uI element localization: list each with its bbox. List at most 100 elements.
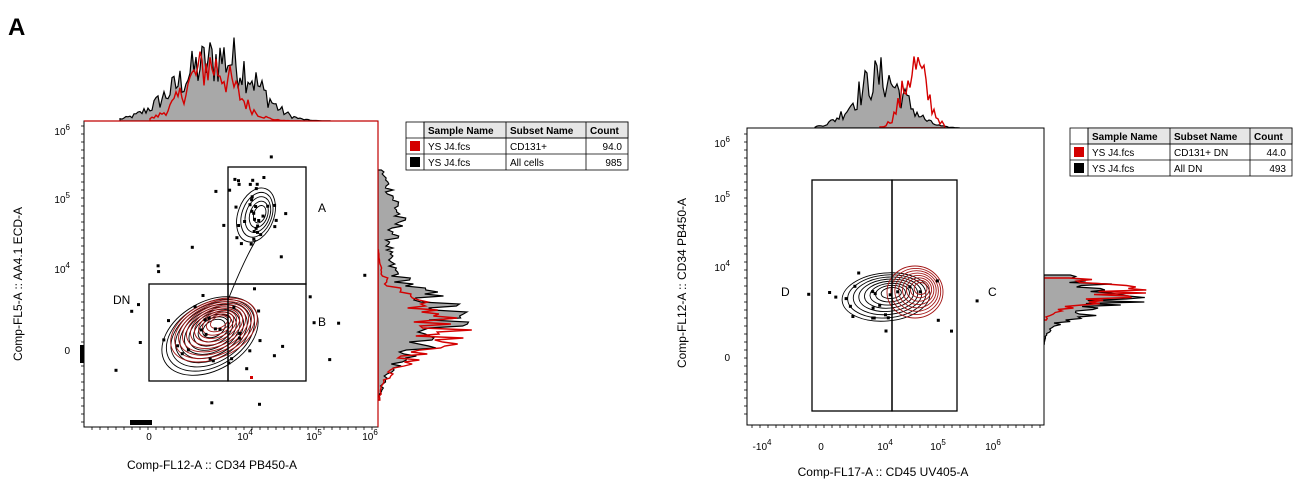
event-dot [258, 339, 262, 343]
event-dot [273, 225, 277, 229]
event-dot [254, 205, 258, 208]
cd131-dn-contour-0 [886, 265, 944, 319]
all-cells-histogram-x-1 [119, 37, 331, 122]
event-dot [238, 331, 242, 335]
event-dot [834, 295, 838, 299]
event-dot [266, 204, 270, 208]
top-histogram-1 [119, 37, 331, 122]
cd131-contour-7 [198, 309, 238, 339]
event-dot [162, 338, 166, 342]
legend-2: Sample Name Subset Name Count YS J4.fcs CD13… [1069, 127, 1293, 177]
event-dot [884, 329, 888, 333]
event-dot [218, 327, 222, 331]
event-dot [176, 344, 180, 348]
event-dot [254, 187, 258, 191]
legend-swatch [410, 141, 420, 151]
event-dot [918, 290, 922, 294]
event-dot [227, 361, 231, 365]
event-dot [281, 344, 285, 348]
y-axis-label-2: Comp-FL12-A :: CD34 PB450-A [675, 198, 689, 368]
event-dot [207, 316, 211, 320]
event-dot [167, 319, 170, 323]
event-dot [237, 179, 240, 183]
event-dot [114, 368, 118, 372]
event-dot [828, 291, 832, 294]
event-dot [245, 367, 249, 371]
event-dot [253, 287, 256, 291]
event-dot [228, 188, 232, 192]
event-dot [237, 336, 241, 340]
legend-header: Sample Name [1092, 132, 1158, 143]
event-dot [237, 224, 241, 227]
legend-count: 44.0 [1267, 148, 1287, 159]
event-dot [130, 309, 134, 313]
tick-label: 106 [714, 135, 730, 150]
event-dot [248, 349, 252, 353]
event-dot [853, 284, 857, 288]
event-dot [234, 205, 238, 209]
tick-label: 0 [818, 442, 824, 453]
event-dot [210, 401, 214, 405]
event-dot [935, 279, 939, 283]
all-cells-contour-upper-1 [240, 191, 274, 238]
event-dot [259, 233, 263, 237]
event-dot [284, 212, 288, 216]
cd131-contour-5 [190, 306, 244, 346]
event-dot [230, 357, 234, 361]
cd131-dn-contour-5 [905, 277, 933, 302]
x-axis-rug [130, 420, 152, 425]
event-dot [256, 230, 259, 234]
legend-header: Count [590, 126, 620, 137]
event-dot [857, 271, 861, 275]
gate-label-C: C [988, 285, 997, 299]
plot-area-1 [83, 120, 379, 428]
tick-label: 105 [714, 190, 730, 205]
legend-swatch [1074, 147, 1084, 157]
event-dot [975, 299, 979, 303]
tick-label: 0 [146, 432, 152, 443]
event-dot [871, 316, 875, 320]
event-dot [252, 237, 256, 241]
cd131-dn-contour-4 [902, 274, 935, 306]
event-dot [308, 295, 312, 299]
event-dot [273, 203, 277, 207]
all-cells-contour-4 [179, 306, 244, 360]
tick-label: 106 [54, 123, 70, 138]
event-dot [157, 270, 161, 274]
cd131-dn-contour-6 [909, 279, 930, 299]
event-dot [936, 318, 940, 322]
right-histogram-2 [1043, 274, 1147, 346]
event-dot [235, 236, 239, 240]
cd131-dn-histogram-x-2 [879, 56, 946, 129]
contours-2 [841, 265, 944, 322]
legend-subset: All cells [510, 158, 544, 169]
event-dot [254, 226, 258, 230]
event-dot [211, 359, 215, 363]
tick-label: 106 [362, 428, 378, 443]
event-dot [248, 203, 252, 207]
event-dot [257, 309, 261, 313]
event-dot [261, 214, 265, 218]
event-dot [156, 264, 160, 268]
cd131-contour-0 [170, 297, 258, 363]
event-dot [807, 292, 811, 296]
event-dot [848, 304, 852, 308]
event-dot [312, 321, 316, 325]
tick-label: 0 [64, 346, 70, 357]
cd131-contour-8 [202, 311, 235, 336]
gate-DN [148, 283, 229, 382]
tick-label: 104 [877, 438, 893, 453]
event-dot [886, 316, 890, 320]
x-axis-label-1: Comp-FL12-A :: CD34 PB450-A [127, 458, 297, 472]
event-dot [262, 176, 266, 179]
contours-1 [161, 187, 276, 376]
event-dot [208, 357, 212, 361]
event-dot [878, 303, 882, 307]
event-dot [252, 211, 256, 215]
all-dn-histogram-y-2 [1043, 274, 1145, 346]
legend-count: 493 [1269, 164, 1286, 175]
all-cells-histogram-y-1 [377, 169, 470, 401]
legend-1: Sample Name Subset Name Count YS J4.fcs CD13… [405, 121, 629, 171]
legend-header: Sample Name [428, 126, 494, 137]
dots-1 [114, 155, 367, 406]
